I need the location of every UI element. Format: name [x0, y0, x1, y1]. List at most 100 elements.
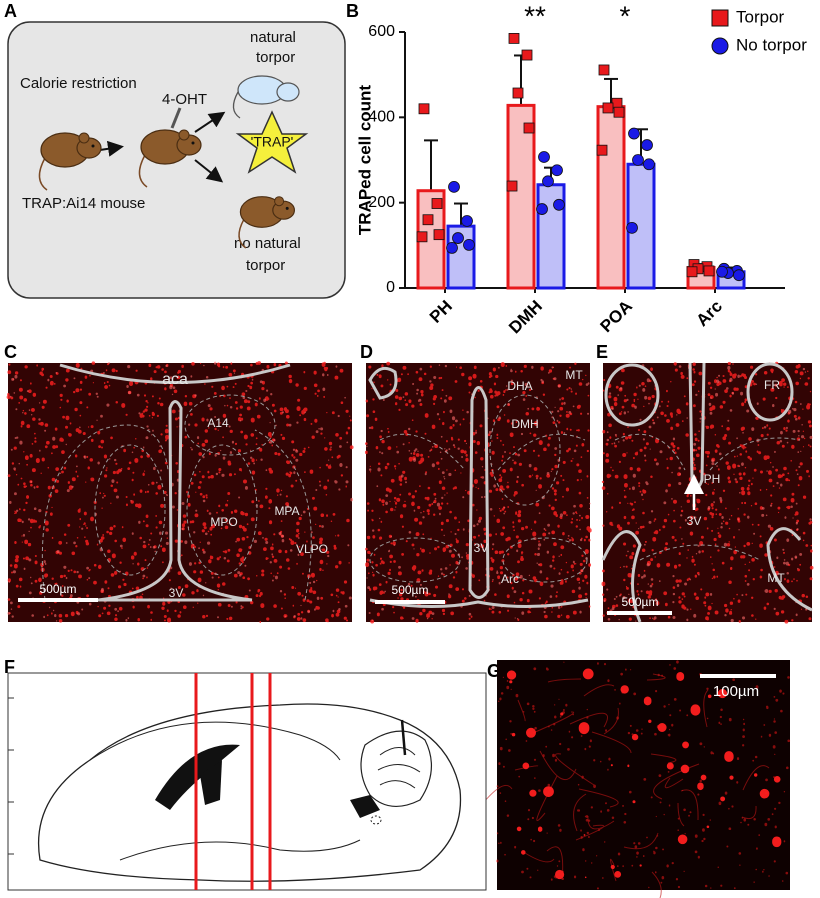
schematic-text: 4-OHT [162, 91, 207, 108]
panel-label: D [360, 342, 373, 362]
outline [59, 363, 291, 384]
region-label: DMH [511, 417, 538, 431]
outline [379, 433, 586, 471]
data-point [536, 203, 548, 215]
region-label: aca [162, 371, 188, 388]
panel-label: E [596, 342, 608, 362]
data-point [628, 127, 640, 140]
mouse-ear [78, 132, 90, 144]
fiber-track [400, 719, 407, 756]
brain-atlas [7, 672, 487, 891]
data-point [448, 180, 460, 193]
x-tick-label: POA [597, 297, 636, 336]
mouse-eye [191, 141, 195, 145]
region-label: MT [565, 368, 583, 382]
legend-label: No torpor [736, 35, 807, 54]
mouse-eye [285, 206, 289, 210]
schematic-text: TRAP:Ai14 mouse [22, 195, 145, 212]
outline [369, 598, 589, 609]
legend-marker [711, 9, 729, 27]
bar [506, 103, 536, 290]
x-tick-label: Arc [693, 297, 726, 330]
scale-bar [375, 600, 445, 604]
data-point [553, 198, 565, 211]
bar-chart: TRAPed cell count 0 200 400 600 PH DMH POA Arc *… [355, 0, 807, 337]
bar [596, 105, 626, 290]
outline [614, 433, 801, 561]
significance-mark: ** [524, 0, 546, 31]
scale-bar-label: 500µm [622, 595, 659, 609]
data-point [521, 49, 533, 61]
outline [369, 537, 461, 583]
outline [97, 400, 253, 602]
outline [94, 444, 166, 576]
data-point [416, 231, 428, 243]
data-point [611, 97, 623, 109]
brain-contour [370, 815, 382, 825]
fluorescence [364, 361, 592, 624]
mouse-head [276, 82, 300, 102]
arrow [194, 159, 224, 183]
legend-marker [711, 37, 729, 55]
data-point [632, 154, 644, 166]
fluorescence [6, 361, 354, 623]
schematic-text: Calorie restriction [20, 75, 137, 92]
data-point [716, 265, 728, 278]
neurite [472, 673, 770, 898]
outline [766, 527, 813, 612]
x-tick-label: PH [426, 297, 456, 327]
data-point [446, 241, 458, 254]
data-point [461, 215, 473, 227]
y-tick-label: 0 [386, 279, 395, 296]
data-point [703, 265, 715, 277]
micrograph-glow [366, 363, 590, 622]
mouse-ear [274, 196, 285, 207]
cerebellum-folia [377, 747, 421, 789]
y-tick-label: 200 [368, 194, 395, 211]
data-point [512, 87, 524, 99]
fluorescence [603, 364, 813, 623]
trap-star [235, 110, 309, 174]
data-point [686, 266, 698, 278]
panel-label: A [4, 1, 17, 21]
region-label: MPA [274, 504, 299, 518]
mouse-tail [238, 218, 247, 249]
mouse-tail [138, 154, 148, 188]
panel-label: B [346, 1, 359, 21]
cerebellum [360, 730, 433, 807]
region-label: FR [764, 378, 780, 392]
micrograph [366, 363, 590, 622]
arrow [99, 140, 124, 157]
y-tick-label: 600 [368, 23, 395, 40]
mouse-ear [178, 129, 190, 141]
data-point [602, 102, 614, 114]
arrow [194, 111, 226, 133]
atlas-tick [8, 697, 14, 855]
mouse-tail [38, 157, 48, 191]
data-point [542, 175, 554, 188]
schematic-text: natural [250, 29, 296, 46]
mouse-eye [91, 144, 95, 148]
data-point [643, 158, 655, 171]
data-point [598, 64, 610, 76]
data-point [433, 229, 445, 241]
mouse-tail [232, 91, 241, 119]
y-tick-label: 400 [368, 109, 395, 126]
schematic: Calorie restriction 4-OHT natural torpor… [7, 21, 346, 299]
region-label: 3V [474, 541, 489, 555]
outline [468, 386, 490, 599]
region-label: 3V [687, 514, 702, 528]
outline [186, 444, 258, 576]
schematic-text: 'TRAP' [251, 134, 294, 150]
micrographs: aca A14 MPA MPO VLPO 3V DHA MT DMH 3V Arc FR PH 3V MT 5… [6, 361, 814, 898]
x-tick-label: DMH [505, 297, 546, 338]
data-point [463, 239, 475, 251]
outline [604, 363, 660, 427]
syringe [170, 107, 182, 129]
scale-bar [18, 598, 98, 602]
scale-bar [607, 611, 672, 615]
outline [601, 530, 642, 623]
data-point [613, 106, 625, 118]
schematic-text: torpor [256, 49, 295, 66]
